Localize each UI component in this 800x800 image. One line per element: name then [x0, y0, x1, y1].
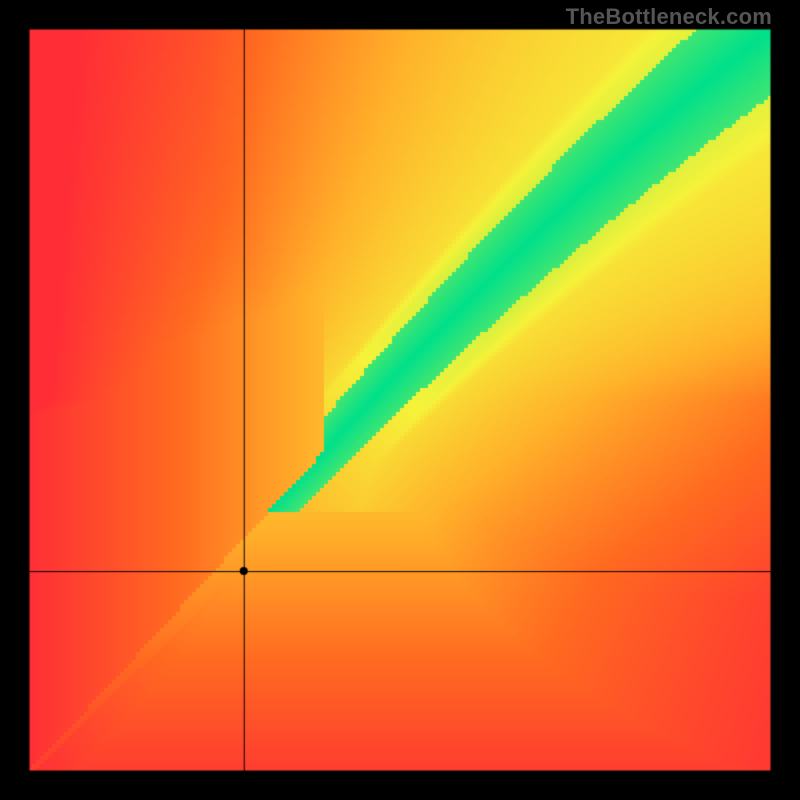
bottleneck-heatmap — [28, 28, 772, 772]
watermark-text: TheBottleneck.com — [566, 4, 772, 30]
